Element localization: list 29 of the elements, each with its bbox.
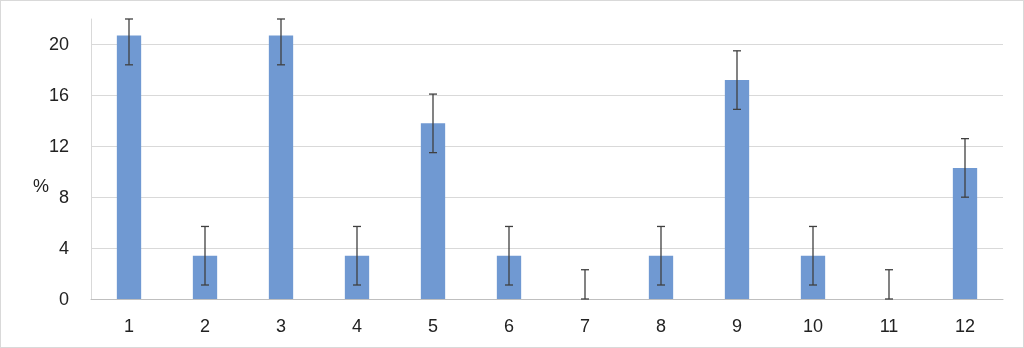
bar <box>268 35 294 299</box>
x-tick-label: 3 <box>275 316 287 336</box>
y-tick-label: 20 <box>48 34 69 55</box>
x-tick-label: 5 <box>427 316 439 336</box>
bar <box>192 255 218 299</box>
bar <box>116 35 142 299</box>
bar <box>420 123 446 299</box>
x-tick-label: 4 <box>351 316 363 336</box>
y-axis-title: % <box>32 176 50 196</box>
bar <box>724 80 750 299</box>
bar <box>344 255 370 299</box>
x-tick-label: 8 <box>655 316 667 336</box>
bar <box>952 167 978 299</box>
x-tick-label: 1 <box>123 316 135 336</box>
bar <box>648 255 674 299</box>
x-tick-label: 11 <box>879 316 899 336</box>
x-tick-label: 12 <box>954 316 976 336</box>
bar <box>800 255 826 299</box>
y-tick-label: 12 <box>48 136 69 157</box>
x-tick-label: 6 <box>503 316 515 336</box>
x-tick-label: 2 <box>199 316 211 336</box>
y-tick-label: 4 <box>58 238 69 259</box>
y-tick-label: 8 <box>58 187 69 208</box>
x-tick-label: 10 <box>802 316 824 336</box>
bar <box>496 255 522 299</box>
y-tick-label: 16 <box>48 85 69 106</box>
x-tick-label: 9 <box>731 316 743 336</box>
x-tick-label: 7 <box>579 316 591 336</box>
y-tick-label: 0 <box>58 289 69 309</box>
